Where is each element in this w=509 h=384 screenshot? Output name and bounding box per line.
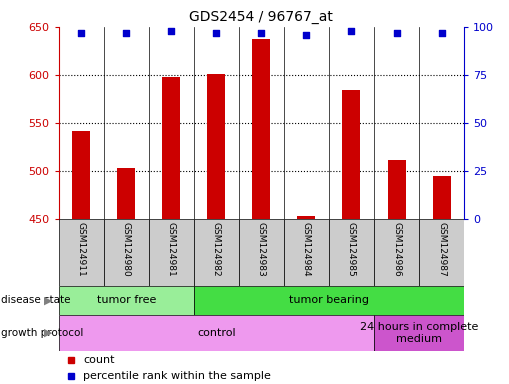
Bar [297, 216, 315, 219]
Bar [207, 74, 225, 219]
Text: percentile rank within the sample: percentile rank within the sample [83, 371, 270, 381]
Text: GSM124984: GSM124984 [301, 222, 310, 277]
Bar [432, 176, 450, 219]
Bar [117, 168, 135, 219]
Text: tumor free: tumor free [96, 295, 156, 306]
Bar [418, 219, 463, 286]
Bar [387, 161, 405, 219]
Bar [373, 315, 463, 351]
Text: GSM124982: GSM124982 [211, 222, 220, 277]
Bar [193, 286, 463, 315]
Point [212, 30, 220, 36]
Text: count: count [83, 354, 114, 364]
Text: ▶: ▶ [44, 295, 52, 306]
Text: GSM124986: GSM124986 [391, 222, 400, 277]
Text: GSM124983: GSM124983 [257, 222, 265, 277]
Bar [59, 286, 193, 315]
Bar [252, 40, 270, 219]
Text: growth protocol: growth protocol [1, 328, 83, 338]
Bar [373, 219, 418, 286]
Text: tumor bearing: tumor bearing [289, 295, 368, 306]
Text: 24 hours in complete
medium: 24 hours in complete medium [359, 322, 477, 344]
Text: GSM124911: GSM124911 [76, 222, 86, 277]
Bar [284, 219, 328, 286]
Bar [162, 77, 180, 219]
Point [257, 30, 265, 36]
Text: GSM124981: GSM124981 [166, 222, 176, 277]
Point [347, 28, 355, 34]
Bar [149, 219, 193, 286]
Point [302, 31, 310, 38]
Bar [238, 219, 284, 286]
Text: disease state: disease state [1, 295, 70, 306]
Text: ▶: ▶ [44, 328, 52, 338]
Bar [328, 219, 373, 286]
Bar [342, 90, 360, 219]
Text: GSM124987: GSM124987 [436, 222, 445, 277]
Point [122, 30, 130, 36]
Point [77, 30, 85, 36]
Point [437, 30, 445, 36]
Text: GSM124985: GSM124985 [346, 222, 355, 277]
Bar [72, 131, 90, 219]
Bar [193, 219, 238, 286]
Bar [103, 219, 149, 286]
Bar [59, 219, 103, 286]
Point [167, 28, 175, 34]
Text: GSM124980: GSM124980 [122, 222, 130, 277]
Title: GDS2454 / 96767_at: GDS2454 / 96767_at [189, 10, 333, 25]
Text: control: control [196, 328, 235, 338]
Bar [59, 315, 373, 351]
Point [392, 30, 400, 36]
